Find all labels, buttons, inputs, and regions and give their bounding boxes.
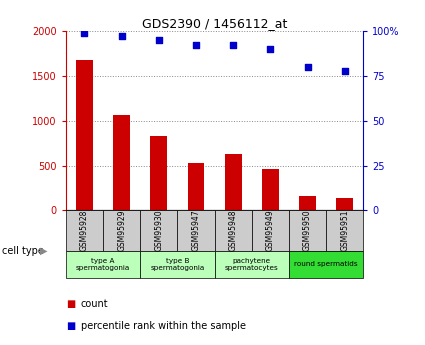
Text: type A
spermatogonia: type A spermatogonia [76,258,130,271]
Bar [66,210,103,251]
Point [156,37,162,43]
Text: GSM95929: GSM95929 [117,210,126,252]
Bar [337,198,353,210]
Point [230,43,237,48]
Point [118,34,125,39]
Bar [140,210,178,251]
Text: pachytene
spermatocytes: pachytene spermatocytes [225,258,279,271]
Title: GDS2390 / 1456112_at: GDS2390 / 1456112_at [142,17,287,30]
Text: GSM95950: GSM95950 [303,210,312,252]
Bar [262,169,279,210]
Bar [113,115,130,210]
Bar [103,210,140,251]
Bar [252,210,289,251]
Bar [326,210,363,251]
Bar [299,196,316,210]
Bar [140,251,215,278]
Text: round spermatids: round spermatids [295,261,358,267]
Point [267,46,274,52]
Text: type B
spermatogonia: type B spermatogonia [150,258,204,271]
Bar [215,251,289,278]
Bar [76,60,93,210]
Text: ■: ■ [66,299,75,308]
Point [304,64,311,70]
Text: cell type: cell type [2,246,44,256]
Bar [225,154,241,210]
Bar [289,251,363,278]
Bar [66,251,140,278]
Text: GSM95949: GSM95949 [266,210,275,252]
Text: count: count [81,299,108,308]
Text: percentile rank within the sample: percentile rank within the sample [81,321,246,331]
Point [81,30,88,36]
Text: ▶: ▶ [40,246,47,256]
Text: GSM95947: GSM95947 [192,210,201,252]
Text: GSM95951: GSM95951 [340,210,349,252]
Bar [215,210,252,251]
Bar [150,136,167,210]
Point [341,68,348,73]
Bar [188,163,204,210]
Bar [178,210,215,251]
Text: ■: ■ [66,321,75,331]
Text: GSM95928: GSM95928 [80,210,89,251]
Bar [289,210,326,251]
Text: GSM95948: GSM95948 [229,210,238,252]
Text: GSM95930: GSM95930 [154,210,163,252]
Point [193,43,199,48]
